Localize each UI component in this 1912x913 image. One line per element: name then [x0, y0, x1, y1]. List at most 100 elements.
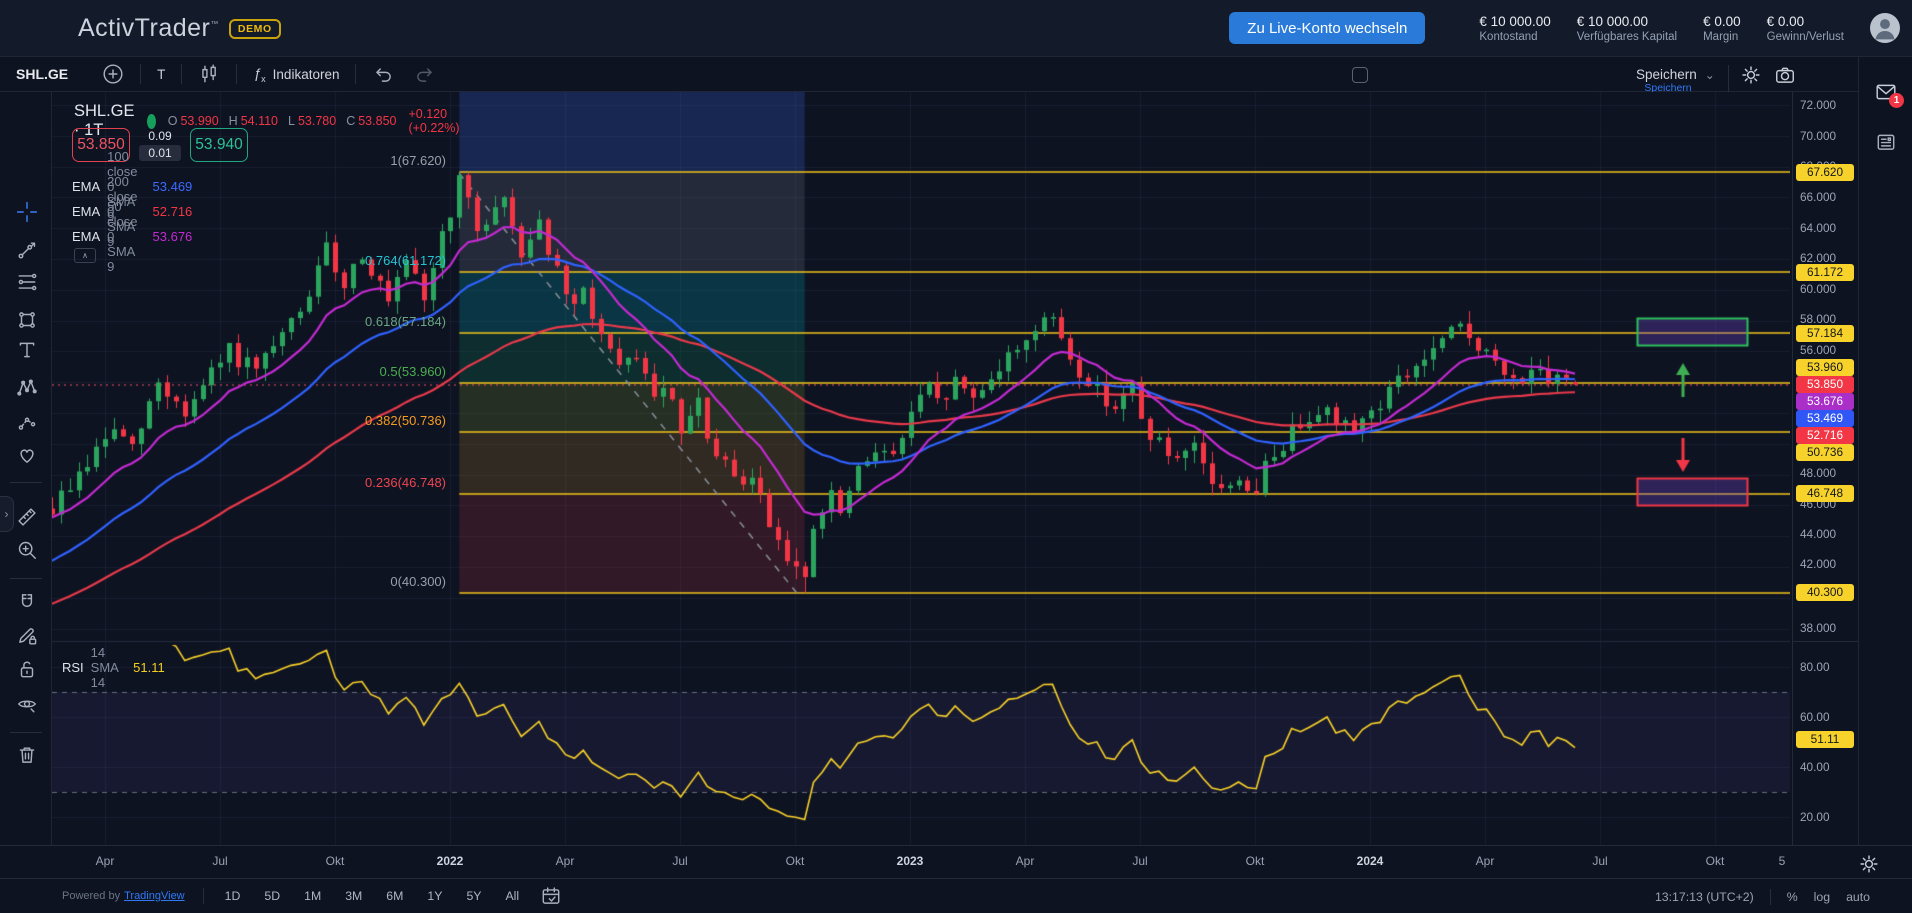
- time-axis-tick: Okt: [1245, 854, 1265, 868]
- remove-objects[interactable]: [16, 744, 38, 766]
- messages-button[interactable]: [1875, 81, 1897, 103]
- price-axis-tick: 58.000: [1800, 312, 1837, 326]
- plus-circle-icon: [102, 63, 124, 85]
- price-axis-tick: 60.00: [1800, 710, 1830, 724]
- chart-settings-button[interactable]: [1730, 61, 1772, 89]
- range-3M[interactable]: 3M: [345, 889, 363, 903]
- range-1D[interactable]: 1D: [224, 889, 241, 903]
- bottombar-divider: [1769, 888, 1771, 905]
- legend-collapse-button[interactable]: ∧: [74, 248, 96, 263]
- crosshair-tool[interactable]: [16, 201, 38, 223]
- percent-scale-toggle[interactable]: %: [1786, 889, 1798, 904]
- log-scale-toggle[interactable]: log: [1813, 889, 1831, 904]
- top-header: ActivTrader™ DEMO Zu Live-Konto wechseln…: [0, 0, 1912, 57]
- toolbar-divider: [355, 64, 357, 84]
- messages-badge: 1: [1889, 93, 1904, 108]
- price-axis-label: 53.676: [1796, 392, 1854, 410]
- toolbar-divider: [10, 732, 42, 733]
- range-6M[interactable]: 6M: [386, 889, 404, 903]
- price-axis-label: 50.736: [1796, 443, 1854, 461]
- snapshot-button[interactable]: [1764, 61, 1806, 89]
- compare-add-symbol-button[interactable]: [92, 60, 134, 88]
- shapes-tool[interactable]: [16, 309, 38, 331]
- text-icon: [19, 342, 35, 358]
- price-axis-label: 46.748: [1796, 484, 1854, 502]
- price-axis-tick: 56.000: [1800, 343, 1837, 357]
- trend-icon: [18, 242, 36, 259]
- pane-separator[interactable]: [1792, 641, 1858, 642]
- candlestick-icon: [198, 63, 220, 85]
- pattern-tool[interactable]: [16, 376, 38, 398]
- emoji-tool[interactable]: [16, 444, 38, 466]
- chart-style-button[interactable]: [188, 60, 230, 88]
- trend-line-tool[interactable]: [16, 239, 38, 261]
- person-icon: [1870, 13, 1900, 43]
- price-axis-tick: 66.000: [1800, 190, 1837, 204]
- range-1Y[interactable]: 1Y: [427, 889, 443, 903]
- redo-button[interactable]: [404, 60, 446, 88]
- magnet-mode[interactable]: [16, 591, 38, 613]
- price-axis-label: 40.300: [1796, 583, 1854, 601]
- app-logo-text: ActivTrader: [78, 13, 211, 42]
- news-button[interactable]: [1875, 131, 1897, 153]
- text-tool[interactable]: [16, 339, 38, 361]
- price-axis-tick: 20.00: [1800, 810, 1830, 824]
- magnet-icon: [21, 594, 33, 608]
- time-axis-tick: Okt: [1705, 854, 1725, 868]
- lock-all-drawings[interactable]: [16, 658, 38, 680]
- avatar[interactable]: [1870, 13, 1900, 43]
- time-axis-tick: Jul: [1592, 854, 1608, 868]
- price-chart-canvas[interactable]: [52, 92, 1790, 845]
- price-axis-label: 67.620: [1796, 163, 1854, 181]
- time-axis-tick: 2023: [896, 854, 924, 868]
- price-axis[interactable]: 72.00070.00068.00066.00064.00062.00060.0…: [1792, 92, 1858, 845]
- toolbar-divider: [181, 64, 183, 84]
- toolbar-divider: [10, 578, 42, 579]
- fib-retracement-tool[interactable]: [16, 271, 38, 293]
- hide-all-drawings[interactable]: [16, 693, 38, 715]
- range-1M[interactable]: 1M: [304, 889, 322, 903]
- range-5D[interactable]: 5D: [264, 889, 281, 903]
- indicators-button[interactable]: ƒx Indikatoren: [253, 64, 340, 84]
- autosave-checkbox[interactable]: [1352, 66, 1368, 83]
- zoom-in-tool[interactable]: [16, 539, 38, 561]
- symbol-button[interactable]: SHL.GE: [16, 66, 69, 82]
- chart-toolbar: SHL.GE T ƒx Indikatoren Speichern ⌄ Spei…: [0, 57, 1912, 100]
- time-axis-tick: 5: [1778, 854, 1786, 868]
- header-right: Zu Live-Konto wechseln € 10 000.00 Kontos…: [1229, 12, 1912, 44]
- measure-tool[interactable]: [16, 506, 38, 528]
- tradingview-link[interactable]: TradingView: [124, 890, 185, 902]
- demo-badge: DEMO: [228, 18, 281, 39]
- range-All[interactable]: All: [505, 889, 520, 903]
- interval-button[interactable]: T: [157, 66, 166, 82]
- pencillock-icon: [19, 628, 37, 645]
- save-chevron-icon[interactable]: ⌄: [1704, 67, 1715, 82]
- gear-icon: [1858, 853, 1880, 875]
- trademark: ™: [210, 19, 219, 29]
- panel-expand-tab[interactable]: ›: [0, 496, 14, 532]
- bottombar-divider: [202, 888, 204, 904]
- stat-label: Margin: [1703, 30, 1739, 43]
- stat-value: € 0.00: [1703, 13, 1741, 29]
- crosshair-icon: [16, 201, 38, 223]
- save-link[interactable]: Speichern: [1644, 82, 1692, 94]
- time-axis-tick: Jul: [1132, 854, 1148, 868]
- auto-scale-toggle[interactable]: auto: [1846, 889, 1870, 904]
- price-axis-tick: 44.000: [1800, 527, 1837, 541]
- time-axis[interactable]: Apr Jul Okt 2022 Apr Jul Okt 2023 Apr Jul Okt 2024 A…: [0, 845, 1912, 878]
- drawing-lock[interactable]: [16, 624, 38, 646]
- time-axis-settings-button[interactable]: [1858, 853, 1880, 875]
- save-layout-button[interactable]: Speichern: [1636, 67, 1697, 82]
- forecast-tool[interactable]: [16, 411, 38, 433]
- switch-to-live-button[interactable]: Zu Live-Konto wechseln: [1229, 12, 1426, 44]
- account-stats: € 10 000.00 Kontostand € 10 000.00 Verfügba…: [1479, 14, 1844, 43]
- time-axis-tick: Okt: [785, 854, 805, 868]
- range-5Y[interactable]: 5Y: [466, 889, 482, 903]
- clock-label[interactable]: 13:17:13 (UTC+2): [1654, 889, 1754, 904]
- go-to-date-button[interactable]: [540, 885, 562, 907]
- undo-button[interactable]: [362, 60, 404, 88]
- toolbar-divider: [140, 64, 142, 84]
- redo-icon: [414, 63, 436, 85]
- toolbar-divider: [10, 482, 42, 483]
